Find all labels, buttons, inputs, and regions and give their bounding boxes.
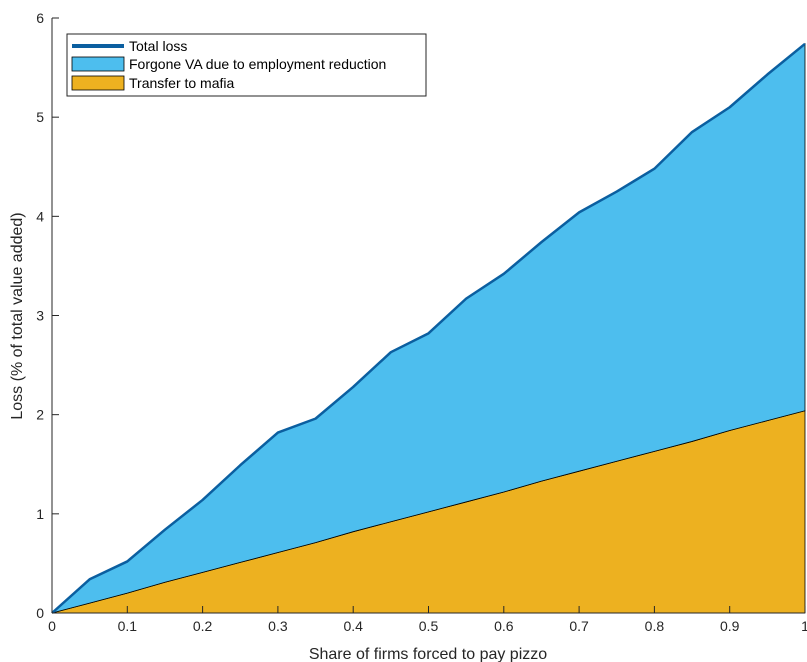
x-tick-label: 0.8 <box>645 618 665 634</box>
x-tick-label: 0.4 <box>343 618 363 634</box>
area-layer <box>51 42 806 614</box>
y-axis-ticks: 0 1 2 3 4 5 6 <box>36 10 59 621</box>
x-tick-label: 0.6 <box>494 618 514 634</box>
x-tick-label: 0.9 <box>720 618 740 634</box>
x-tick-label: 0.3 <box>268 618 288 634</box>
legend: Total loss Forgone VA due to employment … <box>66 33 427 97</box>
y-tick-label: 0 <box>36 605 44 621</box>
x-axis-ticks: 0 0.1 0.2 0.3 0.4 0.5 0.6 0.7 0.8 0.9 1 <box>48 606 807 634</box>
y-tick-label: 5 <box>36 109 44 125</box>
y-tick-label: 4 <box>36 208 44 224</box>
legend-swatch-forgone-va <box>71 56 125 72</box>
legend-box <box>66 33 427 97</box>
y-axis-label: Loss (% of total value added) <box>9 212 26 419</box>
x-tick-label: 0.7 <box>569 618 589 634</box>
x-tick-label: 1 <box>801 618 807 634</box>
y-tick-label: 2 <box>36 407 44 423</box>
line-total-loss <box>51 42 806 614</box>
x-tick-label: 0.5 <box>419 618 439 634</box>
x-tick-label: 0 <box>48 618 56 634</box>
x-tick-label: 0.2 <box>193 618 213 634</box>
y-tick-label: 6 <box>36 10 44 26</box>
legend-label-forgone-va: Forgone VA due to employment reduction <box>129 56 386 72</box>
x-axis-label: Share of firms forced to pay pizzo <box>309 646 547 662</box>
y-tick-label: 1 <box>36 506 44 522</box>
legend-label-total-loss: Total loss <box>129 38 187 54</box>
x-tick-label: 0.1 <box>118 618 138 634</box>
legend-label-transfer: Transfer to mafia <box>129 75 235 91</box>
y-tick-label: 3 <box>36 308 44 324</box>
plot-area <box>51 42 806 614</box>
legend-swatch-transfer <box>71 75 125 91</box>
line-layer <box>51 42 806 614</box>
